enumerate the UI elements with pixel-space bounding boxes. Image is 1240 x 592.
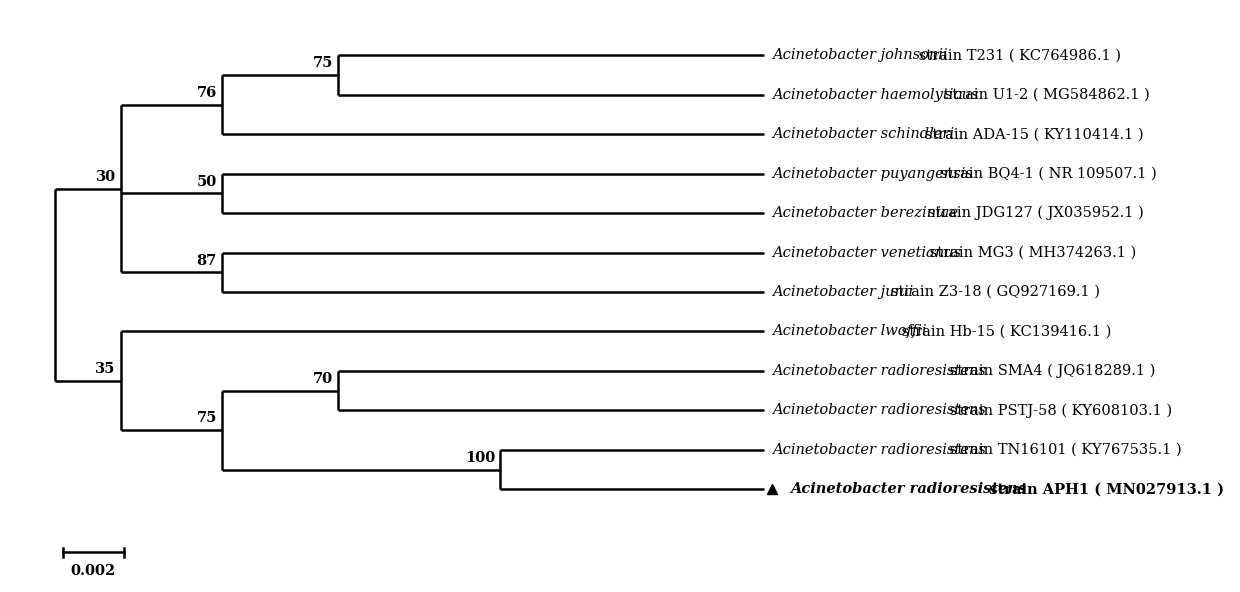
Text: Acinetobacter haemolyticus: Acinetobacter haemolyticus: [773, 88, 978, 102]
Text: strain JDG127 ( JX035952.1 ): strain JDG127 ( JX035952.1 ): [923, 206, 1143, 220]
Text: Acinetobacter johnsonii: Acinetobacter johnsonii: [773, 49, 947, 62]
Text: strain U1-2 ( MG584862.1 ): strain U1-2 ( MG584862.1 ): [940, 88, 1149, 102]
Text: Acinetobacter radioresistens: Acinetobacter radioresistens: [773, 443, 986, 457]
Text: 35: 35: [95, 362, 115, 376]
Text: strain PSTJ-58 ( KY608103.1 ): strain PSTJ-58 ( KY608103.1 ): [945, 403, 1173, 417]
Text: Acinetobacter puyangensis: Acinetobacter puyangensis: [773, 167, 972, 181]
Text: strain SMA4 ( JQ618289.1 ): strain SMA4 ( JQ618289.1 ): [945, 363, 1156, 378]
Text: strain Hb-15 ( KC139416.1 ): strain Hb-15 ( KC139416.1 ): [898, 324, 1112, 339]
Text: 50: 50: [197, 175, 217, 189]
Text: strain BQ4-1 ( NR 109507.1 ): strain BQ4-1 ( NR 109507.1 ): [935, 167, 1157, 181]
Text: strain T231 ( KC764986.1 ): strain T231 ( KC764986.1 ): [914, 49, 1121, 62]
Text: strain Z3-18 ( GQ927169.1 ): strain Z3-18 ( GQ927169.1 ): [887, 285, 1100, 299]
Text: Acinetobacter bereziniae: Acinetobacter bereziniae: [773, 206, 959, 220]
Text: 30: 30: [95, 170, 115, 184]
Text: Acinetobacter schindleri: Acinetobacter schindleri: [773, 127, 954, 141]
Text: strain APH1 ( MN027913.1 ): strain APH1 ( MN027913.1 ): [985, 482, 1224, 496]
Text: Acinetobacter lwoffii: Acinetobacter lwoffii: [773, 324, 926, 339]
Text: strain MG3 ( MH374263.1 ): strain MG3 ( MH374263.1 ): [925, 246, 1137, 260]
Text: 70: 70: [314, 372, 334, 386]
Text: 87: 87: [197, 253, 217, 268]
Text: 76: 76: [197, 86, 217, 100]
Text: Acinetobacter venetianus: Acinetobacter venetianus: [773, 246, 961, 260]
Text: Acinetobacter junii: Acinetobacter junii: [773, 285, 913, 299]
Text: 0.002: 0.002: [71, 564, 115, 578]
Text: 75: 75: [196, 411, 217, 426]
Text: Acinetobacter radioresistens: Acinetobacter radioresistens: [790, 482, 1027, 496]
Text: strain TN16101 ( KY767535.1 ): strain TN16101 ( KY767535.1 ): [945, 443, 1182, 457]
Text: Acinetobacter radioresistens: Acinetobacter radioresistens: [773, 403, 986, 417]
Text: 75: 75: [312, 56, 334, 70]
Text: 100: 100: [465, 451, 496, 465]
Text: Acinetobacter radioresistens: Acinetobacter radioresistens: [773, 364, 986, 378]
Text: strain ADA-15 ( KY110414.1 ): strain ADA-15 ( KY110414.1 ): [920, 127, 1143, 141]
